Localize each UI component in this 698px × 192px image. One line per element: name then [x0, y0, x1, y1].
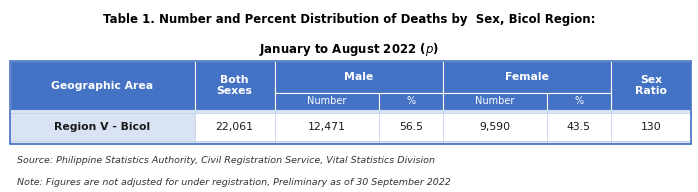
Bar [10, 141, 195, 144]
Text: 9,590: 9,590 [480, 122, 510, 132]
Bar [547, 141, 611, 144]
Bar [275, 110, 379, 113]
Text: Number: Number [475, 96, 514, 106]
Bar [275, 113, 379, 141]
Text: Number: Number [307, 96, 346, 106]
Bar [195, 110, 275, 113]
Text: Both
Sexes: Both Sexes [216, 75, 253, 96]
Bar [443, 61, 611, 93]
Text: Source: Philippine Statistics Authority, Civil Registration Service, Vital Stati: Source: Philippine Statistics Authority,… [17, 156, 436, 165]
Text: Male: Male [344, 72, 373, 82]
Bar [275, 61, 443, 93]
Bar [547, 110, 611, 113]
Bar [275, 93, 379, 110]
Bar [443, 141, 547, 144]
Bar [379, 110, 443, 113]
Bar [275, 141, 379, 144]
Text: 12,471: 12,471 [308, 122, 346, 132]
Bar [379, 141, 443, 144]
Bar [443, 113, 547, 141]
Text: 22,061: 22,061 [216, 122, 253, 132]
Bar [611, 141, 691, 144]
Text: Sex
Ratio: Sex Ratio [635, 75, 667, 96]
Text: Note: Figures are not adjusted for under registration, Preliminary as of 30 Sept: Note: Figures are not adjusted for under… [17, 178, 451, 187]
Bar [547, 113, 611, 141]
Bar [379, 93, 443, 110]
Bar [443, 110, 547, 113]
Bar [195, 61, 275, 110]
Text: Geographic Area: Geographic Area [52, 81, 154, 91]
Text: %: % [574, 96, 584, 106]
Text: Table 1. Number and Percent Distribution of Deaths by  Sex, Bicol Region:: Table 1. Number and Percent Distribution… [103, 13, 595, 26]
Bar [547, 93, 611, 110]
Bar [10, 110, 195, 113]
Bar [611, 110, 691, 113]
Text: 130: 130 [641, 122, 662, 132]
Text: %: % [406, 96, 415, 106]
Bar [443, 93, 547, 110]
Text: Female: Female [505, 72, 549, 82]
Bar [379, 113, 443, 141]
Bar [611, 113, 691, 141]
Text: 56.5: 56.5 [399, 122, 423, 132]
Text: Region V - Bicol: Region V - Bicol [54, 122, 151, 132]
Bar [10, 61, 195, 110]
Bar [195, 141, 275, 144]
Bar [10, 113, 195, 141]
Text: 43.5: 43.5 [567, 122, 591, 132]
Text: January to August 2022 ($\it{p}$): January to August 2022 ($\it{p}$) [259, 41, 439, 58]
Bar [195, 113, 275, 141]
Bar [611, 61, 691, 110]
